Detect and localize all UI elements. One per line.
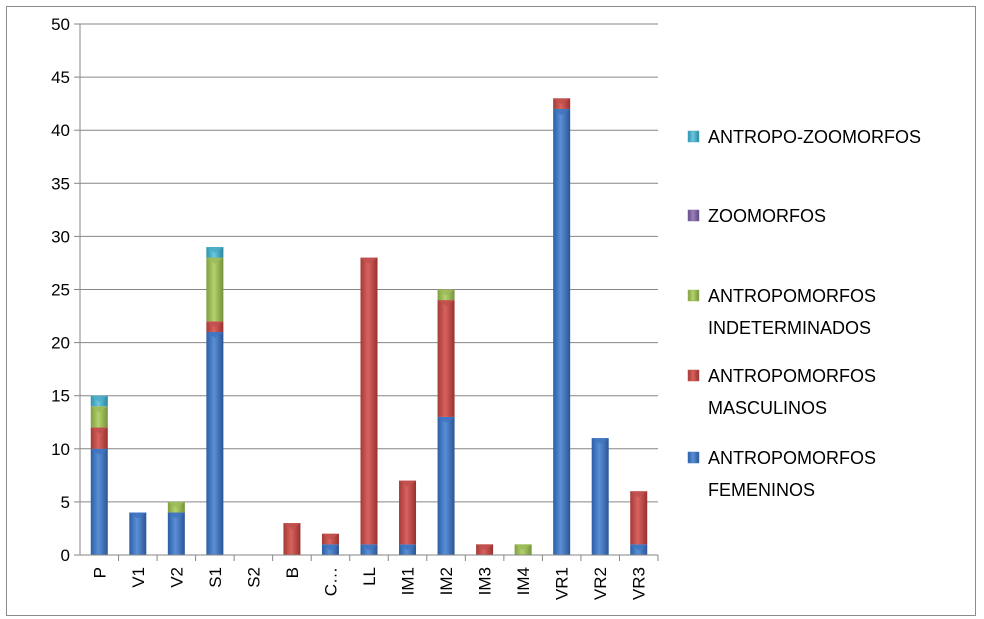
bar-segment-cap <box>399 544 417 551</box>
bar-segment-cap <box>321 544 339 551</box>
x-tick-label: S2 <box>244 567 263 588</box>
legend-swatch <box>687 451 700 464</box>
legend-swatch <box>687 289 700 302</box>
x-tick-label: V1 <box>129 567 148 588</box>
axes <box>79 24 658 556</box>
legend-label: ZOOMORFOS <box>708 206 826 226</box>
legend-swatch <box>687 130 700 143</box>
y-tick-label: 45 <box>51 68 70 87</box>
bar-segment-cap <box>90 427 108 434</box>
bar-segment <box>360 257 378 545</box>
y-tick-label: 20 <box>51 334 70 353</box>
legend-entry: ZOOMORFOS <box>687 206 826 226</box>
bar-segment-cap <box>437 300 455 307</box>
x-tick-label: IM3 <box>476 567 495 595</box>
x-tick-label: VR3 <box>630 567 649 600</box>
legend-label: INDETERMINADOS <box>708 318 871 338</box>
bar-segment <box>437 416 455 555</box>
bar-segment-cap <box>437 416 455 423</box>
bar-segment-cap <box>360 544 378 551</box>
legend-swatch <box>687 369 700 382</box>
x-axis-ticks: P V1 V2 S1 S2 B C… LL IM1 IM2 IM3 IM4 VR1 VR2 VR3 <box>90 555 659 600</box>
x-tick-label: IM4 <box>514 567 533 595</box>
bar-segment <box>399 480 417 545</box>
bar-segment-cap <box>437 289 455 296</box>
bar-segment <box>167 512 185 555</box>
x-tick-label: B <box>283 567 302 578</box>
legend-swatch <box>687 209 700 222</box>
bar-segment-cap <box>553 108 571 115</box>
bar-segment <box>283 523 301 555</box>
y-tick-label: 30 <box>51 227 70 246</box>
bar-segment <box>630 491 648 545</box>
bar-segment <box>206 257 224 322</box>
bar-segment-cap <box>591 438 609 445</box>
legend: ANTROPO-ZOOMORFOS ZOOMORFOS ANTROPOMORFOS I… <box>687 127 921 500</box>
bar-segment-cap <box>90 448 108 455</box>
bar-segment <box>90 406 108 428</box>
bar-segment <box>437 300 455 417</box>
y-tick-label: 40 <box>51 121 70 140</box>
bar-segment <box>129 512 147 555</box>
bar-segment-cap <box>630 491 648 498</box>
legend-label: ANTROPO-ZOOMORFOS <box>708 127 921 147</box>
y-tick-label: 0 <box>61 546 70 565</box>
y-tick-label: 15 <box>51 387 70 406</box>
chart-frame <box>6 6 976 616</box>
legend-entry: ANTROPO-ZOOMORFOS <box>687 127 921 147</box>
x-tick-label: V2 <box>167 567 186 588</box>
x-tick-label: IM1 <box>399 567 418 595</box>
y-tick-label: 5 <box>61 493 70 512</box>
y-axis-ticks: 0 5 10 15 20 25 30 35 40 45 50 <box>51 15 80 565</box>
y-tick-label: 25 <box>51 281 70 300</box>
bar-segment-cap <box>167 501 185 508</box>
bar-segment-cap <box>630 544 648 551</box>
legend-entry: ANTROPOMORFOS MASCULINOS <box>687 366 876 418</box>
legend-label: MASCULINOS <box>708 398 827 418</box>
bar-segment-cap <box>206 247 224 254</box>
bar-segment-cap <box>553 98 571 105</box>
x-tick-label: S1 <box>206 567 225 588</box>
x-tick-label: P <box>90 567 109 578</box>
bar-segment-cap <box>399 480 417 487</box>
legend-entry: ANTROPOMORFOS FEMENINOS <box>687 448 876 500</box>
bar-segment-cap <box>206 331 224 338</box>
bar-segment <box>90 448 108 555</box>
legend-label: FEMENINOS <box>708 480 815 500</box>
bars <box>90 98 648 556</box>
x-tick-label: IM2 <box>437 567 456 595</box>
bar-segment-cap <box>514 544 532 551</box>
bar-segment-cap <box>206 321 224 328</box>
y-tick-label: 35 <box>51 174 70 193</box>
y-tick-label: 50 <box>51 15 70 34</box>
bar-segment-cap <box>476 544 494 551</box>
bar-segment-cap <box>283 523 301 530</box>
legend-label: ANTROPOMORFOS <box>708 366 876 386</box>
legend-label: ANTROPOMORFOS <box>708 286 876 306</box>
bar-segment-cap <box>360 257 378 264</box>
legend-label: ANTROPOMORFOS <box>708 448 876 468</box>
legend-entry: ANTROPOMORFOS INDETERMINADOS <box>687 286 876 338</box>
bar-segment-cap <box>167 512 185 519</box>
bar-segment-cap <box>90 406 108 413</box>
y-tick-label: 10 <box>51 440 70 459</box>
bar-segment-cap <box>206 257 224 264</box>
bar-segment-cap <box>129 512 147 519</box>
bar-segment <box>206 331 224 555</box>
x-tick-label: VR1 <box>553 567 572 600</box>
bar-segment <box>553 108 571 556</box>
bar-segment <box>591 438 609 555</box>
bar-segment-cap <box>321 533 339 540</box>
x-tick-label: VR2 <box>591 567 610 600</box>
x-tick-label: C… <box>321 567 340 596</box>
x-tick-label: LL <box>360 567 379 586</box>
bar-segment-cap <box>90 395 108 402</box>
bar-segment <box>90 427 108 449</box>
